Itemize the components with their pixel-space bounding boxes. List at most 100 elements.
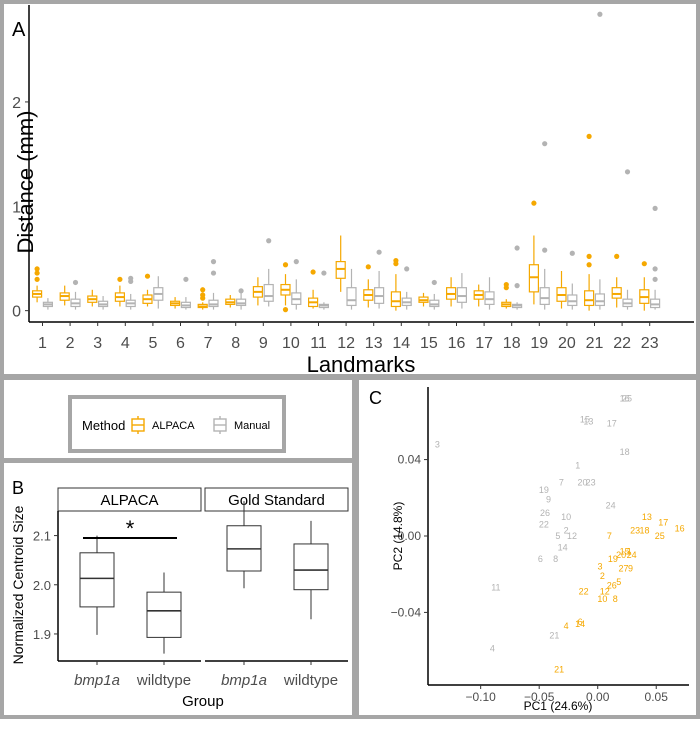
panel-b: B ALPACA Gold Standard 1.9 2.0 2.1 bmp1a wi… [0,459,356,719]
significance-star: * [126,516,135,541]
panel-b-y-tick-label: 2.0 [33,578,51,593]
panel-c-x-tick-label: 0.00 [586,690,610,704]
box-iqr [346,287,357,307]
panel-a-label: A [12,19,26,41]
scatter-point-label: 25 [622,393,632,403]
scatter-point-label: 12 [600,586,610,596]
box-iqr [456,287,467,303]
panel-c-y-tick-label: 0.00 [398,529,422,543]
panel-a-x-tick-label: 15 [420,335,438,352]
scatter-point-label: 15 [620,546,630,556]
panel-a-x-tick-label: 7 [204,335,213,352]
scatter-point-label: 17 [607,418,617,428]
scatter-point-label: 2 [564,525,569,535]
panel-a-y-tick-label: 2 [12,95,21,112]
panel-b-x-tick-label: bmp1a [221,672,267,689]
box-iqr [583,290,595,307]
scatter-point-label: 1 [627,546,632,556]
panel-a-x-tick-label: 23 [641,335,659,352]
scatter-point-label: 3 [435,439,440,449]
scatter-point-label: 21 [554,665,564,675]
scatter-point-label: 23 [586,478,596,488]
scatter-point-label: 26 [607,581,617,591]
box-iqr [539,287,550,305]
box-outlier [652,276,658,282]
scatter-point-label: 6 [538,554,543,564]
panel-c-y-tick-label: 0.04 [398,453,422,467]
box-iqr [236,298,247,307]
scatter-point-label: 14 [558,542,568,552]
panel-c-border [355,376,700,719]
box-iqr [208,299,219,308]
scatter-point-label: 20 [577,478,587,488]
box-outlier [597,11,603,17]
panel-a-x-tick-label: 3 [93,335,102,352]
box-iqr [263,283,274,302]
panel-b-x-tick-label: bmp1a [74,672,120,689]
box-outlier [404,266,410,272]
panel-a-x-tick-label: 16 [448,335,466,352]
box-iqr [429,299,440,308]
panel-a-x-label: Landmarks [307,352,416,377]
panel-c-y-tick-label: −0.04 [391,605,422,619]
panel-a-x-tick-label: 13 [365,335,383,352]
box-iqr [611,287,622,299]
scatter-point-label: 8 [613,594,618,604]
box-outlier [614,253,620,259]
box-outlier [117,276,123,282]
scatter-point-label: 17 [658,518,668,528]
box-outlier [34,276,40,282]
box-iqr [567,294,578,307]
legend-key-manual [213,416,227,434]
panel-a-x-tick-label: 22 [613,335,631,352]
panel-c: C −0.040.000.04 −0.10 −0.05 0.00 0.05 31625… [355,376,700,719]
panel-a-x-tick-label: 10 [282,335,300,352]
scatter-point-label: 10 [561,512,571,522]
scatter-point-label: 23 [630,525,640,535]
panel-c-x-tick-label: −0.05 [524,690,555,704]
panel-c-x-ticks: −0.10 −0.05 0.00 0.05 [465,685,668,704]
legend-key-alpaca [131,416,145,434]
scatter-point-label: 11 [491,583,500,593]
panel-a-x-tick-label: 1 [38,335,47,352]
box-outlier [624,169,631,175]
panel-a-x-ticks: 1 2 3 4 5 6 7 8 9 10 11 12 13 14 15 16 17 18 19 20 21 22 23 [38,322,659,352]
panel-b-y-label: Normalized Centroid Size [10,505,26,664]
box-outlier [376,249,382,255]
box-outlier [586,133,592,139]
box-outlier [293,259,299,265]
scatter-point-label: 22 [539,520,549,530]
panel-c-y-label: PC2 (14.8%) [391,502,405,571]
box-iqr [484,291,495,305]
panel-a-x-tick-label: 12 [337,335,355,352]
box-outlier [200,287,206,293]
scatter-point-label: 4 [490,644,495,654]
panel-a-y-tick-label: 1 [12,199,21,216]
scatter-point-label: 7 [607,531,612,541]
panel-a-x-tick-label: 5 [148,335,157,352]
scatter-point-label: 26 [540,508,550,518]
scatter-point-label: 4 [564,621,569,631]
box-outlier [393,257,399,264]
panel-a-x-tick-label: 8 [231,335,240,352]
box-outlier [210,259,217,265]
box-outlier [282,307,289,313]
panel-c-x-label: PC1 (24.6%) [524,699,593,713]
scatter-point-label: 13 [642,512,652,522]
panel-b-y-ticks: 1.9 2.0 2.1 [33,529,58,642]
box-outlier [542,141,548,147]
box-outlier [128,275,134,281]
box-outlier [531,200,537,206]
scatter-point-label: 6 [578,617,583,627]
panel-a-x-tick-label: 14 [392,335,410,352]
scatter-point-label: 5 [616,577,621,587]
box-outlier [210,270,217,276]
scatter-point-label: 27 [618,563,628,573]
panel-c-x-tick-label: 0.05 [645,690,669,704]
panel-b-label: B [12,478,24,498]
scatter-point-label: 2 [600,571,605,581]
box-iqr [649,298,661,309]
box-outlier [34,266,40,272]
scatter-point-label: 16 [620,393,630,403]
